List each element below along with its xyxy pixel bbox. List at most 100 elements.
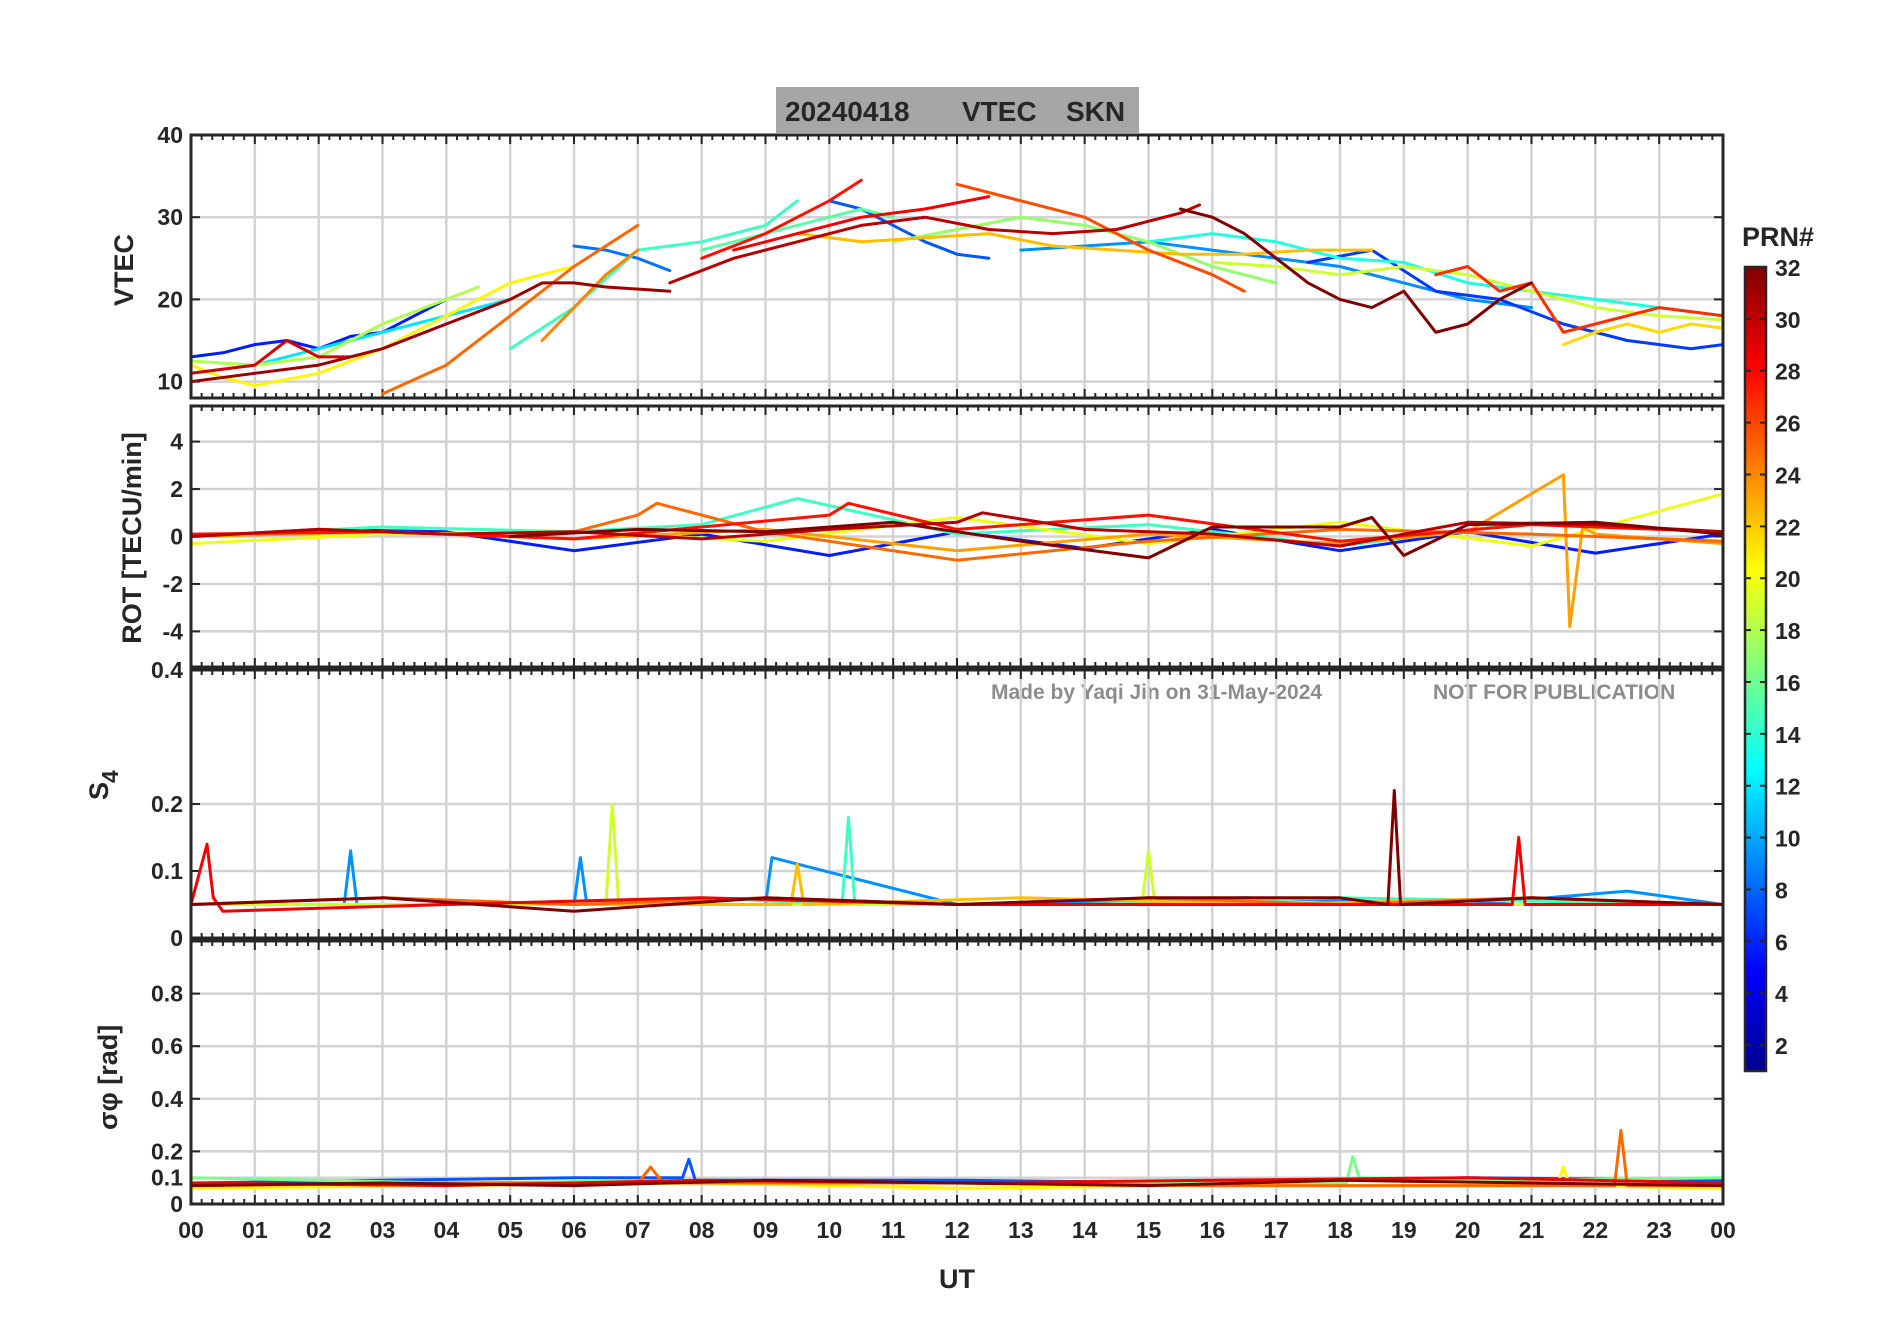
y-tick-label: 40: [157, 122, 183, 148]
axes-frame: [189, 939, 1725, 1206]
y-tick-label: 0.6: [151, 1033, 183, 1059]
x-tick-label: 18: [1327, 1217, 1353, 1243]
x-tick-label: 00: [178, 1217, 204, 1243]
traces: [191, 789, 1723, 913]
title-date: 20240418: [785, 96, 910, 127]
series-prn-3: [1306, 248, 1723, 351]
panel-vtec: 10 20 30 40: [157, 122, 1725, 400]
series-prn-32: [191, 1178, 1723, 1188]
colorbar-tick-label: 28: [1775, 359, 1801, 385]
x-tick-label: 01: [242, 1217, 268, 1243]
series-prn-13: [700, 207, 895, 252]
y-tick-label: 0.1: [151, 1165, 183, 1191]
series-prn-21: [795, 232, 1374, 256]
series-prn-11: [1147, 232, 1723, 318]
panel-rot: -4 -2 0 2 4: [163, 404, 1725, 669]
traces: [191, 1128, 1723, 1190]
x-tick-label: 19: [1391, 1217, 1417, 1243]
x-tick-label: 10: [817, 1217, 843, 1243]
colorbar-tick-label: 12: [1775, 774, 1801, 800]
y-tick-label: 20: [157, 286, 183, 312]
series-prn-25: [955, 182, 1246, 293]
series-prn-23: [540, 248, 640, 342]
colorbar-tick-label: 4: [1775, 981, 1788, 1007]
title-station: SKN: [1066, 96, 1125, 127]
y-tick-label: 30: [157, 204, 183, 230]
series-prn-20: [1561, 322, 1723, 347]
series-prn-15: [891, 215, 1278, 285]
colorbar-tick-label: 10: [1775, 826, 1801, 852]
series-prn-31: [191, 281, 672, 384]
colorbar-tick-label: 24: [1775, 462, 1801, 488]
x-tick-label: 00: [1710, 1217, 1736, 1243]
colorbar-tick-label: 8: [1775, 877, 1788, 903]
series-prn-17: [191, 802, 1723, 906]
colorbar-tick-label: 16: [1775, 670, 1801, 696]
colorbar: [1743, 265, 1768, 1073]
ylabel-s4: S 4: [84, 770, 123, 800]
ylabel-rot: ROT [TECU/min]: [117, 432, 147, 643]
series-prn-27: [700, 178, 863, 260]
y-tick-label: 2: [170, 476, 183, 502]
axes-frame: [189, 668, 1725, 940]
title-badge: [776, 87, 1139, 133]
colorbar-tick-label: 14: [1775, 722, 1801, 748]
y-tick-label: -4: [163, 618, 184, 644]
series-prn-30: [191, 511, 1723, 548]
x-tick-label: 11: [881, 1217, 906, 1243]
axes-frame: [189, 404, 1725, 669]
series-prn-29: [191, 339, 353, 375]
x-tick-label: 07: [625, 1217, 651, 1243]
ylabel-vtec: VTEC: [109, 234, 139, 306]
y-tick-label: 0.1: [151, 858, 183, 884]
colorbar-label: PRN#: [1742, 222, 1814, 252]
y-tick-label: 0.2: [151, 1138, 183, 1164]
x-tick-label: 02: [306, 1217, 332, 1243]
traces: [191, 178, 1723, 396]
series-prn-12: [508, 199, 799, 351]
x-tick-label: 04: [434, 1217, 460, 1243]
y-tick-label: 0.2: [151, 791, 183, 817]
series-prn-26: [1434, 265, 1723, 334]
colorbar-tick-label: 30: [1775, 307, 1801, 333]
colorbar-tick-label: 2: [1775, 1033, 1788, 1059]
watermark-notice: NOT FOR PUBLICATION: [1433, 681, 1675, 704]
y-tick-label: 0: [170, 524, 183, 550]
colorbar-tick-label: 20: [1775, 566, 1801, 592]
x-tick-label: 12: [944, 1217, 970, 1243]
series-prn-19: [191, 265, 576, 388]
ylabel-sigma-phi-text: σφ [rad]: [93, 1025, 123, 1130]
ylabel-sigma-phi: σφ [rad]: [93, 1025, 123, 1130]
x-tick-label: 17: [1263, 1217, 1289, 1243]
y-tick-label: 4: [170, 429, 183, 455]
x-tick-label: 06: [561, 1217, 587, 1243]
x-tick-label: 03: [370, 1217, 396, 1243]
panel-s4: 0 0.1 0.2 0.4: [151, 657, 1725, 951]
y-tick-label: -2: [163, 571, 183, 597]
series-prn-24: [381, 223, 640, 396]
x-tick-label: 15: [1136, 1217, 1162, 1243]
title-quantity: VTEC: [962, 96, 1037, 127]
y-tick-label: 0.4: [151, 657, 183, 683]
series-prn-5: [572, 244, 672, 273]
y-tick-label: 0: [170, 925, 183, 951]
y-tick-label: 0.8: [151, 981, 183, 1007]
colorbar-tick-label: 22: [1775, 514, 1801, 540]
x-tick-label: 21: [1519, 1217, 1545, 1243]
colorbar-tick-label: 18: [1775, 618, 1801, 644]
colorbar-tick-label: 26: [1775, 411, 1801, 437]
series-prn-16: [191, 285, 480, 367]
x-tick-label: 08: [689, 1217, 715, 1243]
series-prn-28: [732, 195, 991, 252]
colorbar-tick-label: 6: [1775, 929, 1788, 955]
y-tick-label: 0: [170, 1191, 183, 1217]
traces: [191, 473, 1723, 629]
x-tick-label: 23: [1646, 1217, 1672, 1243]
series-prn-32: [191, 789, 1723, 913]
y-tick-label: 10: [157, 369, 183, 395]
x-tick-label: 16: [1200, 1217, 1226, 1243]
watermark-author: Made by Yaqi Jin on 31-May-2024: [991, 681, 1322, 704]
series-prn-4: [827, 199, 991, 260]
series-prn-32: [1178, 207, 1533, 334]
